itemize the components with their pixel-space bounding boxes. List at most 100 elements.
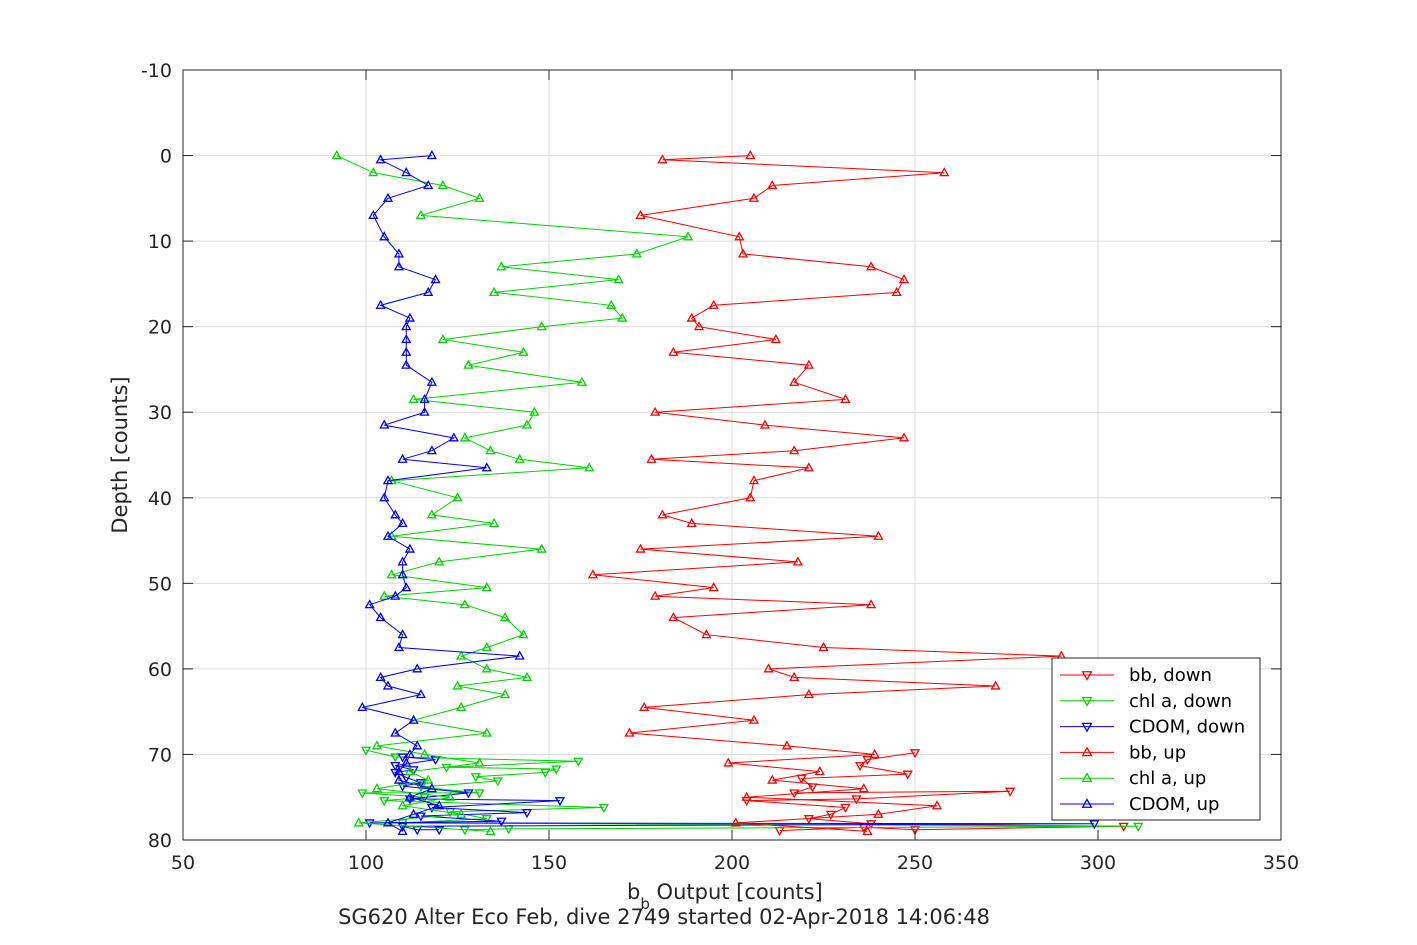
data-point bbox=[730, 817, 741, 827]
data-point bbox=[521, 809, 533, 819]
legend-item: CDOM, down bbox=[1060, 717, 1245, 738]
y-tick-label: -10 bbox=[141, 60, 172, 82]
data-point bbox=[459, 599, 470, 609]
data-point bbox=[448, 432, 459, 442]
data-point bbox=[401, 582, 412, 592]
data-point bbox=[858, 783, 869, 793]
data-point bbox=[426, 783, 437, 793]
data-point bbox=[401, 359, 412, 369]
data-point bbox=[909, 749, 921, 759]
y-tick-label: 10 bbox=[148, 231, 172, 253]
data-point bbox=[397, 556, 408, 566]
data-point bbox=[390, 761, 401, 772]
data-point bbox=[668, 346, 679, 356]
data-point bbox=[404, 791, 416, 801]
data-point bbox=[635, 209, 646, 220]
data-point bbox=[741, 797, 752, 807]
legend-box bbox=[1051, 657, 1261, 821]
legend-label: chl a, up bbox=[1129, 768, 1206, 789]
data-point bbox=[382, 192, 394, 202]
data-point bbox=[686, 517, 697, 528]
data-point bbox=[445, 791, 456, 801]
data-point bbox=[393, 774, 405, 784]
data-point bbox=[415, 812, 426, 822]
data-point bbox=[364, 599, 375, 609]
data-point bbox=[397, 800, 408, 810]
data-point bbox=[397, 569, 408, 579]
data-point bbox=[898, 274, 910, 284]
legend-item: chl a, up bbox=[1060, 768, 1206, 789]
data-point bbox=[737, 248, 749, 258]
data-point bbox=[1089, 820, 1100, 830]
data-point bbox=[379, 419, 390, 429]
data-point bbox=[536, 543, 547, 553]
legend-item: CDOM, up bbox=[1060, 794, 1219, 815]
data-point bbox=[430, 755, 441, 766]
x-tick-label: 350 bbox=[1263, 852, 1299, 874]
data-point bbox=[456, 650, 467, 660]
data-point bbox=[419, 406, 430, 416]
data-point bbox=[485, 445, 496, 455]
y-tick-label: 20 bbox=[148, 317, 172, 339]
series-layer bbox=[331, 150, 1144, 837]
data-point bbox=[1118, 822, 1129, 832]
legend-label: chl a, down bbox=[1129, 691, 1232, 712]
data-point bbox=[452, 680, 463, 690]
data-point bbox=[723, 757, 734, 767]
data-point bbox=[408, 808, 419, 818]
data-point bbox=[368, 167, 379, 177]
data-point bbox=[869, 748, 880, 759]
data-point bbox=[404, 312, 416, 322]
data-point bbox=[357, 701, 368, 711]
data-point bbox=[770, 333, 782, 344]
data-point bbox=[404, 748, 416, 759]
data-point bbox=[401, 333, 412, 344]
data-point bbox=[598, 803, 609, 814]
data-point bbox=[412, 740, 423, 750]
data-point bbox=[401, 321, 412, 331]
data-point bbox=[386, 569, 397, 579]
data-point bbox=[375, 299, 386, 309]
data-point bbox=[331, 150, 342, 160]
data-point bbox=[990, 680, 1001, 690]
x-tick-label: 300 bbox=[1080, 852, 1116, 874]
data-point bbox=[368, 209, 379, 220]
data-point bbox=[873, 530, 884, 540]
data-point bbox=[481, 815, 492, 825]
data-point bbox=[382, 817, 394, 827]
data-point bbox=[360, 746, 372, 756]
data-point bbox=[803, 689, 814, 699]
data-point bbox=[423, 179, 434, 190]
data-point bbox=[382, 680, 394, 690]
data-point bbox=[375, 612, 386, 622]
data-point bbox=[763, 663, 774, 673]
data-point bbox=[759, 419, 771, 429]
data-point bbox=[496, 261, 507, 271]
data-point bbox=[415, 689, 426, 699]
data-point bbox=[404, 543, 416, 553]
data-point bbox=[430, 274, 441, 284]
legend-item: bb, up bbox=[1060, 742, 1186, 763]
data-point bbox=[741, 791, 752, 801]
data-point bbox=[803, 815, 814, 825]
x-axis-label: bb Output [counts] bbox=[627, 880, 823, 913]
data-point bbox=[415, 209, 426, 220]
data-point bbox=[474, 789, 485, 799]
data-point bbox=[426, 445, 437, 455]
data-point bbox=[423, 286, 434, 297]
data-point bbox=[379, 797, 390, 807]
x-tick-label: 100 bbox=[348, 852, 384, 874]
data-point bbox=[397, 517, 408, 528]
data-point bbox=[891, 286, 902, 297]
chart-caption: SG620 Alter Eco Feb, dive 2749 started 0… bbox=[338, 905, 990, 929]
data-point bbox=[375, 154, 386, 164]
data-point bbox=[748, 714, 760, 724]
data-point bbox=[657, 509, 668, 519]
data-point bbox=[521, 419, 533, 429]
grid bbox=[183, 70, 1281, 840]
data-point bbox=[521, 671, 533, 682]
data-point bbox=[371, 783, 383, 793]
data-point bbox=[397, 629, 408, 639]
data-point bbox=[814, 766, 825, 776]
